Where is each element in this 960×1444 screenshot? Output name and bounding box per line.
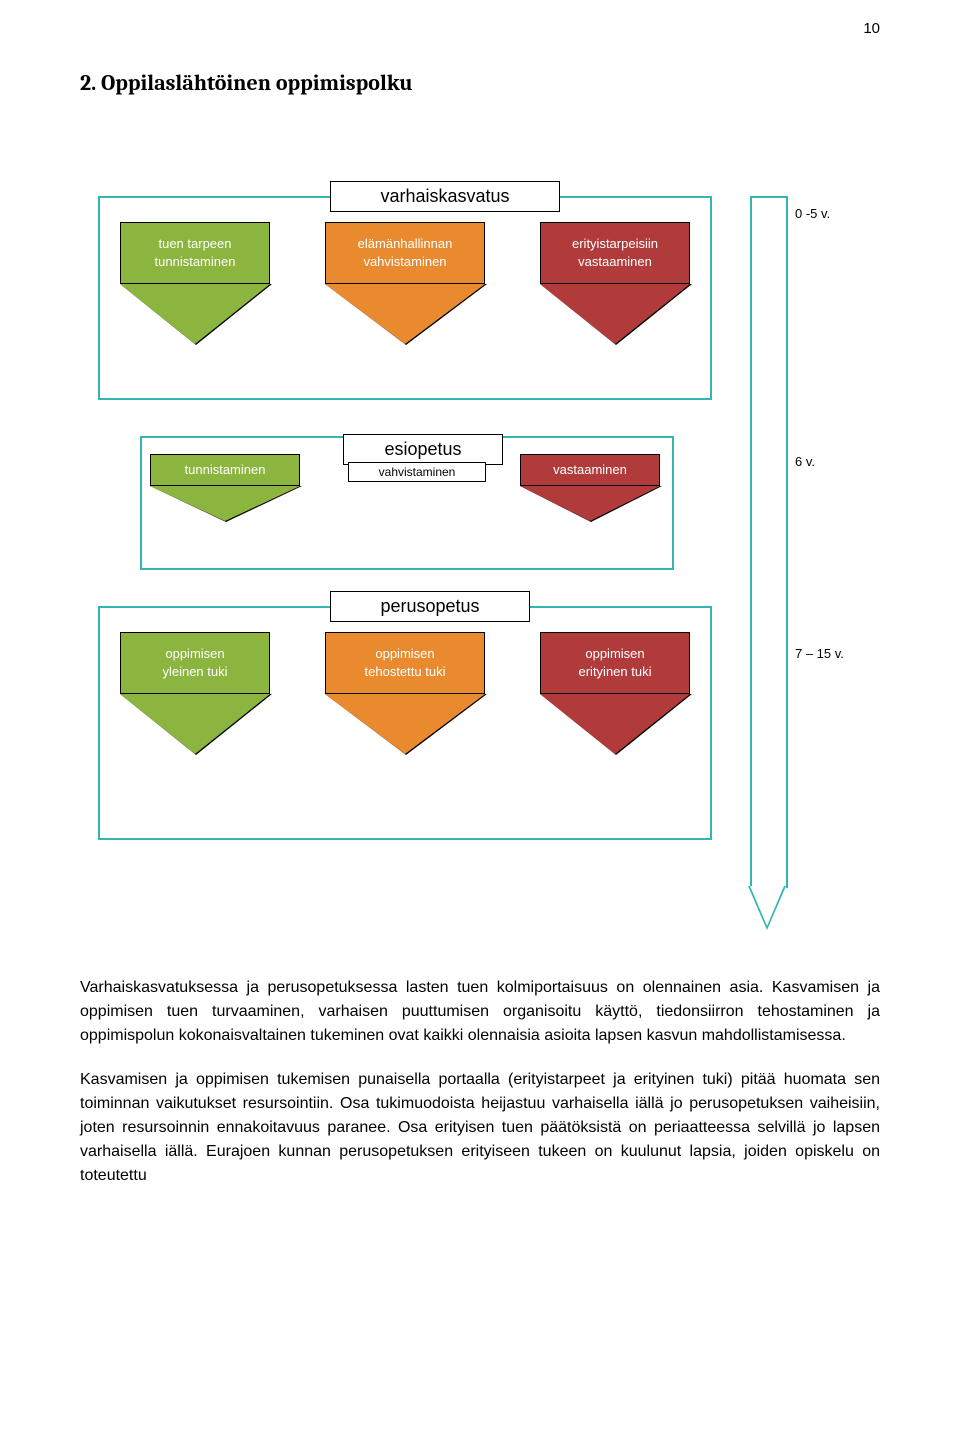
stage-arrow: tuen tarpeentunnistaminen <box>120 222 270 344</box>
row-title: varhaiskasvatus <box>330 181 560 212</box>
row-title: perusopetus <box>330 591 530 622</box>
body-paragraph-2: Kasvamisen ja oppimisen tukemisen punais… <box>80 1068 880 1188</box>
section-heading: 2. Oppilaslähtöinen oppimispolku <box>80 70 880 96</box>
body-paragraph-1: Varhaiskasvatuksessa ja perusopetuksessa… <box>80 976 880 1048</box>
stage-arrow: elämänhallinnanvahvistaminen <box>325 222 485 344</box>
stage-arrow: oppimisenyleinen tuki <box>120 632 270 754</box>
stage-arrow: oppimisenerityinen tuki <box>540 632 690 754</box>
age-label: 7 – 15 v. <box>795 646 844 661</box>
diagram-area: tuen tarpeentunnistaminen elämänhallinnan… <box>80 136 880 956</box>
page-number: 10 <box>863 20 880 37</box>
age-timeline <box>750 196 788 888</box>
stage-arrow: oppimisentehostettu tuki <box>325 632 485 754</box>
stage-arrow: vastaaminen <box>520 454 660 521</box>
age-label: 6 v. <box>795 454 815 469</box>
stage-arrow: tunnistaminen <box>150 454 300 521</box>
stage-arrow: erityistarpeisiinvastaaminen <box>540 222 690 344</box>
age-label: 0 -5 v. <box>795 206 830 221</box>
row-title: esiopetus <box>343 434 503 465</box>
row-subtitle: vahvistaminen <box>348 462 486 482</box>
